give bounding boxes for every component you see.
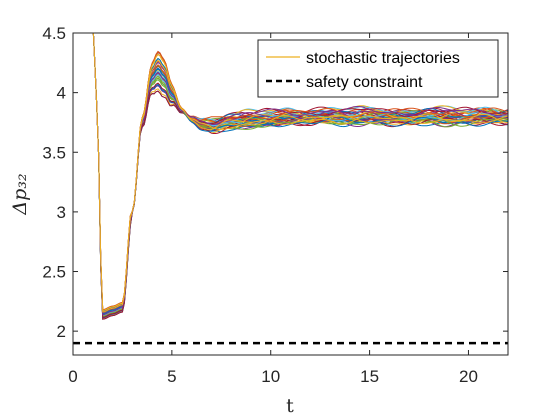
legend-box — [257, 39, 499, 98]
trajectory-line — [92, 33, 508, 318]
plot-frame — [72, 32, 509, 356]
y-tick-label: 2 — [57, 322, 66, 341]
x-tick-label: 15 — [360, 367, 379, 386]
trajectory-line — [92, 33, 508, 316]
y-tick-label: 4 — [57, 84, 66, 103]
legend: stochastic trajectories safety constrain… — [257, 39, 499, 98]
x-tick-label: 10 — [261, 367, 280, 386]
x-axis-label: t — [286, 395, 294, 417]
trajectory-line — [92, 33, 508, 313]
legend-label-stochastic: stochastic trajectories — [306, 50, 460, 67]
y-tick-label: 2.5 — [42, 263, 66, 282]
y-axis-label: Δp₃₂ — [9, 173, 31, 215]
x-tick-label: 0 — [68, 367, 77, 386]
legend-label-constraint: safety constraint — [306, 74, 423, 91]
y-tick-label: 3.5 — [42, 143, 66, 162]
series-layer — [92, 33, 508, 320]
y-tick-label: 3 — [57, 203, 66, 222]
y-tick-label: 4.5 — [42, 24, 66, 43]
x-tick-label: 5 — [167, 367, 176, 386]
x-tick-label: 20 — [459, 367, 478, 386]
